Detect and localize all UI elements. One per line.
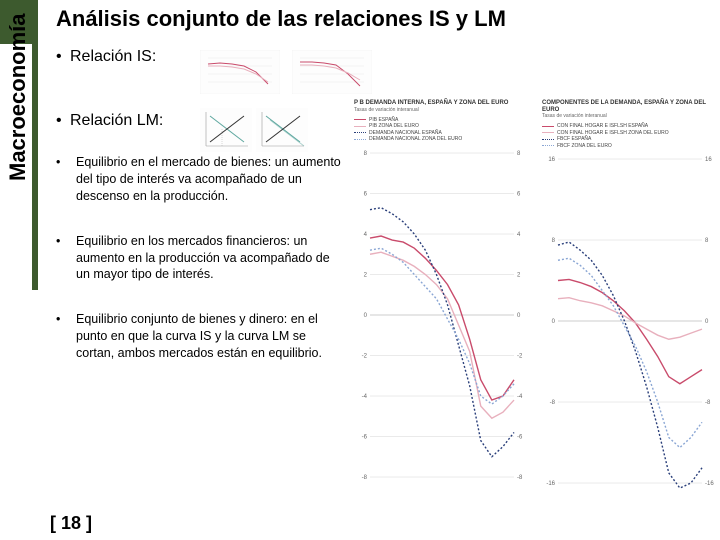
svg-text:4: 4	[517, 232, 521, 238]
svg-text:-8: -8	[517, 475, 523, 481]
text-content: •Relación IS: •Relación LM: •Equilibrio …	[56, 48, 346, 390]
chart-right-subtitle: Tasas de variación interanual	[542, 113, 718, 119]
svg-text:0: 0	[552, 319, 556, 325]
svg-text:4: 4	[364, 232, 368, 238]
bullet-lm-text: Relación LM:	[70, 112, 163, 129]
bullet-1: •Equilibrio en el mercado de bienes: un …	[56, 154, 346, 205]
svg-text:-8: -8	[550, 400, 556, 406]
svg-text:0: 0	[517, 313, 521, 319]
svg-text:-4: -4	[517, 394, 523, 400]
bullet-3-text: Equilibrio conjunto de bienes y dinero: …	[76, 311, 346, 362]
svg-text:-16: -16	[546, 481, 555, 487]
svg-text:-8: -8	[362, 475, 368, 481]
svg-text:-4: -4	[362, 394, 368, 400]
svg-text:-2: -2	[517, 353, 523, 359]
bullet-is-text: Relación IS:	[70, 48, 156, 65]
bullet-1-text: Equilibrio en el mercado de bienes: un a…	[76, 154, 346, 205]
svg-text:-16: -16	[705, 481, 714, 487]
chart-left-subtitle: Tasas de variación interanual	[354, 107, 530, 113]
page-number: [ 18 ]	[50, 513, 92, 534]
svg-text:6: 6	[364, 191, 368, 197]
svg-text:16: 16	[548, 157, 555, 163]
svg-text:-8: -8	[705, 400, 711, 406]
chart-left-svg: 8 8 6 6 4 4 2 2 0 0 -2 -2 -4 -4 -6 -6 -8 -8	[354, 147, 530, 487]
bullet-3: •Equilibrio conjunto de bienes y dinero:…	[56, 311, 346, 362]
svg-text:-6: -6	[362, 434, 368, 440]
chart-right-svg: 16 16 8 8 0 0 -8 -8 -16 -16	[542, 153, 718, 493]
chart-right-panel: COMPONENTES DE LA DEMANDA, ESPAÑA Y ZONA…	[542, 100, 718, 498]
svg-text:2: 2	[517, 272, 521, 278]
chart-right-title: COMPONENTES DE LA DEMANDA, ESPAÑA Y ZONA…	[542, 100, 718, 113]
mini-chart-1	[200, 50, 280, 94]
mini-islm-2	[256, 108, 308, 152]
svg-text:8: 8	[364, 151, 368, 157]
svg-text:-2: -2	[362, 353, 368, 359]
svg-text:8: 8	[705, 238, 709, 244]
mini-islm-1	[200, 108, 252, 152]
chart-left-legend: PIB ESPAÑAPIB ZONA DEL EURODEMANDA NACIO…	[354, 117, 530, 143]
svg-text:6: 6	[517, 191, 521, 197]
chart-left-title: P B DEMANDA INTERNA, ESPAÑA Y ZONA DEL E…	[354, 100, 530, 107]
svg-text:0: 0	[364, 313, 368, 319]
svg-text:0: 0	[705, 319, 709, 325]
chart-left-panel: P B DEMANDA INTERNA, ESPAÑA Y ZONA DEL E…	[354, 100, 530, 492]
slide-title: Análisis conjunto de las relaciones IS y…	[56, 6, 506, 32]
svg-text:8: 8	[517, 151, 521, 157]
svg-text:-6: -6	[517, 434, 523, 440]
sidebar-label: Macroeconomía	[5, 14, 31, 182]
mini-chart-2	[292, 50, 372, 94]
svg-text:2: 2	[364, 272, 368, 278]
bullet-2: •Equilibrio en los mercados financieros:…	[56, 233, 346, 284]
svg-text:8: 8	[552, 238, 556, 244]
bullet-2-text: Equilibrio en los mercados financieros: …	[76, 233, 346, 284]
svg-text:16: 16	[705, 157, 712, 163]
chart-right-legend: CON FINAL HOGAR E ISFLSH ESPAÑACON FINAL…	[542, 123, 718, 149]
